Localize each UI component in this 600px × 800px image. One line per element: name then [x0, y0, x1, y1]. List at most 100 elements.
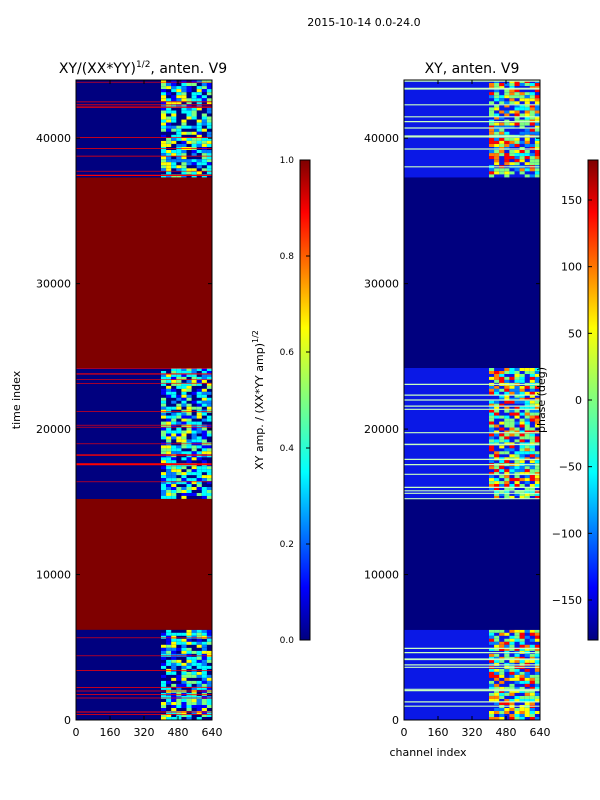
amplitude-cell: [196, 457, 202, 461]
amplitude-cell: [166, 495, 172, 499]
amplitude-cell: [191, 110, 197, 114]
amplitude-cell: [176, 683, 182, 687]
phase-cell: [494, 171, 500, 175]
amplitude-cell: [206, 656, 212, 660]
amplitude-cell: [171, 83, 177, 86]
phase-cell: [514, 689, 520, 693]
amplitude-cell: [196, 487, 202, 490]
amplitude-cell: [166, 374, 172, 377]
amplitude-cell: [171, 699, 177, 702]
amplitude-cell: [201, 150, 207, 153]
amplitude-cell: [196, 702, 202, 705]
phase-cell: [509, 484, 515, 487]
amplitude-cell: [181, 433, 187, 437]
phase-cell: [499, 403, 505, 407]
phase-cell: [504, 144, 510, 147]
amplitude-xtick-label: 0: [73, 726, 80, 739]
amplitude-cell: [181, 122, 187, 126]
amplitude-cell: [206, 466, 212, 470]
phase-cell: [494, 144, 500, 147]
amplitude-cell: [166, 116, 172, 120]
phase-cell: [499, 116, 505, 120]
amplitude-cell: [171, 153, 177, 157]
amplitude-cell: [181, 165, 187, 169]
amplitude-cell: [181, 689, 187, 693]
phase-cell: [519, 150, 525, 153]
amplitude-cell: [161, 107, 167, 111]
amplitude-panel-title: XY/(XX*YY)1/2, anten. V9: [59, 60, 227, 77]
phase-flagged-block: [404, 177, 540, 368]
amplitude-cell: [176, 368, 182, 371]
amplitude-cell: [171, 641, 177, 645]
phase-cell: [489, 430, 495, 434]
amplitude-cell: [196, 140, 202, 144]
phase-cell: [529, 159, 535, 163]
phase-cell: [529, 689, 535, 693]
phase-cell: [509, 641, 515, 645]
amplitude-cell: [206, 424, 212, 428]
amplitude-cell: [201, 714, 207, 717]
amplitude-cell: [161, 374, 167, 377]
amplitude-cell: [206, 144, 212, 147]
amplitude-cell: [176, 150, 182, 153]
phase-cell: [529, 460, 535, 464]
amplitude-cell: [161, 493, 167, 496]
amplitude-cell: [196, 454, 202, 458]
amplitude-cell: [161, 156, 167, 160]
phase-cell: [499, 647, 505, 651]
phase-cell: [519, 113, 525, 117]
amplitude-ytick-label: 20000: [36, 423, 71, 436]
amplitude-cell: [181, 119, 187, 123]
phase-cell: [489, 418, 495, 422]
amplitude-cell: [171, 469, 177, 473]
amplitude-cell: [161, 110, 167, 114]
phase-cell: [514, 150, 520, 153]
phase-cell: [534, 472, 540, 476]
phase-cell: [489, 659, 495, 663]
phase-cell: [519, 714, 525, 717]
amplitude-cell: [196, 445, 202, 449]
amplitude-cell: [206, 641, 212, 645]
amplitude-cell: [166, 689, 172, 693]
amplitude-cell: [201, 674, 207, 678]
amplitude-cell: [181, 641, 187, 645]
amplitude-cell: [206, 699, 212, 702]
amplitude-cell: [191, 448, 197, 452]
amplitude-cell: [171, 400, 177, 404]
amplitude-cell: [161, 705, 167, 708]
phase-cell: [529, 445, 535, 449]
amplitude-cell: [206, 368, 212, 371]
amplitude-cell: [181, 144, 187, 147]
phase-cell: [489, 472, 495, 476]
amplitude-cell: [171, 671, 177, 675]
phase-cell: [529, 430, 535, 434]
phase-cell: [529, 168, 535, 172]
amplitude-cell: [171, 650, 177, 654]
phase-cell: [509, 110, 515, 114]
amplitude-cell: [196, 125, 202, 129]
amplitude-cell: [201, 671, 207, 675]
amplitude-cell: [201, 159, 207, 163]
phase-cell: [534, 647, 540, 651]
phase-cell: [514, 481, 520, 485]
phase-cell: [534, 156, 540, 160]
amplitude-cell: [191, 466, 197, 470]
phase-cell: [524, 92, 530, 96]
amplitude-cell: [201, 665, 207, 669]
amplitude-cell: [176, 86, 182, 90]
amplitude-cell: [171, 662, 177, 666]
phase-cell: [489, 107, 495, 111]
phase-cell: [509, 427, 515, 431]
amplitude-cell: [206, 162, 212, 166]
amplitude-cell: [201, 659, 207, 663]
phase-cell: [494, 406, 500, 410]
phase-cell: [489, 653, 495, 657]
phase-colorbar-tick-label: 100: [561, 261, 582, 274]
amplitude-cell: [181, 644, 187, 648]
phase-cell: [519, 674, 525, 678]
amplitude-cell: [171, 484, 177, 487]
phase-cell: [529, 493, 535, 496]
amplitude-cell: [196, 466, 202, 470]
amplitude-cell: [201, 650, 207, 654]
amplitude-cell: [161, 662, 167, 666]
